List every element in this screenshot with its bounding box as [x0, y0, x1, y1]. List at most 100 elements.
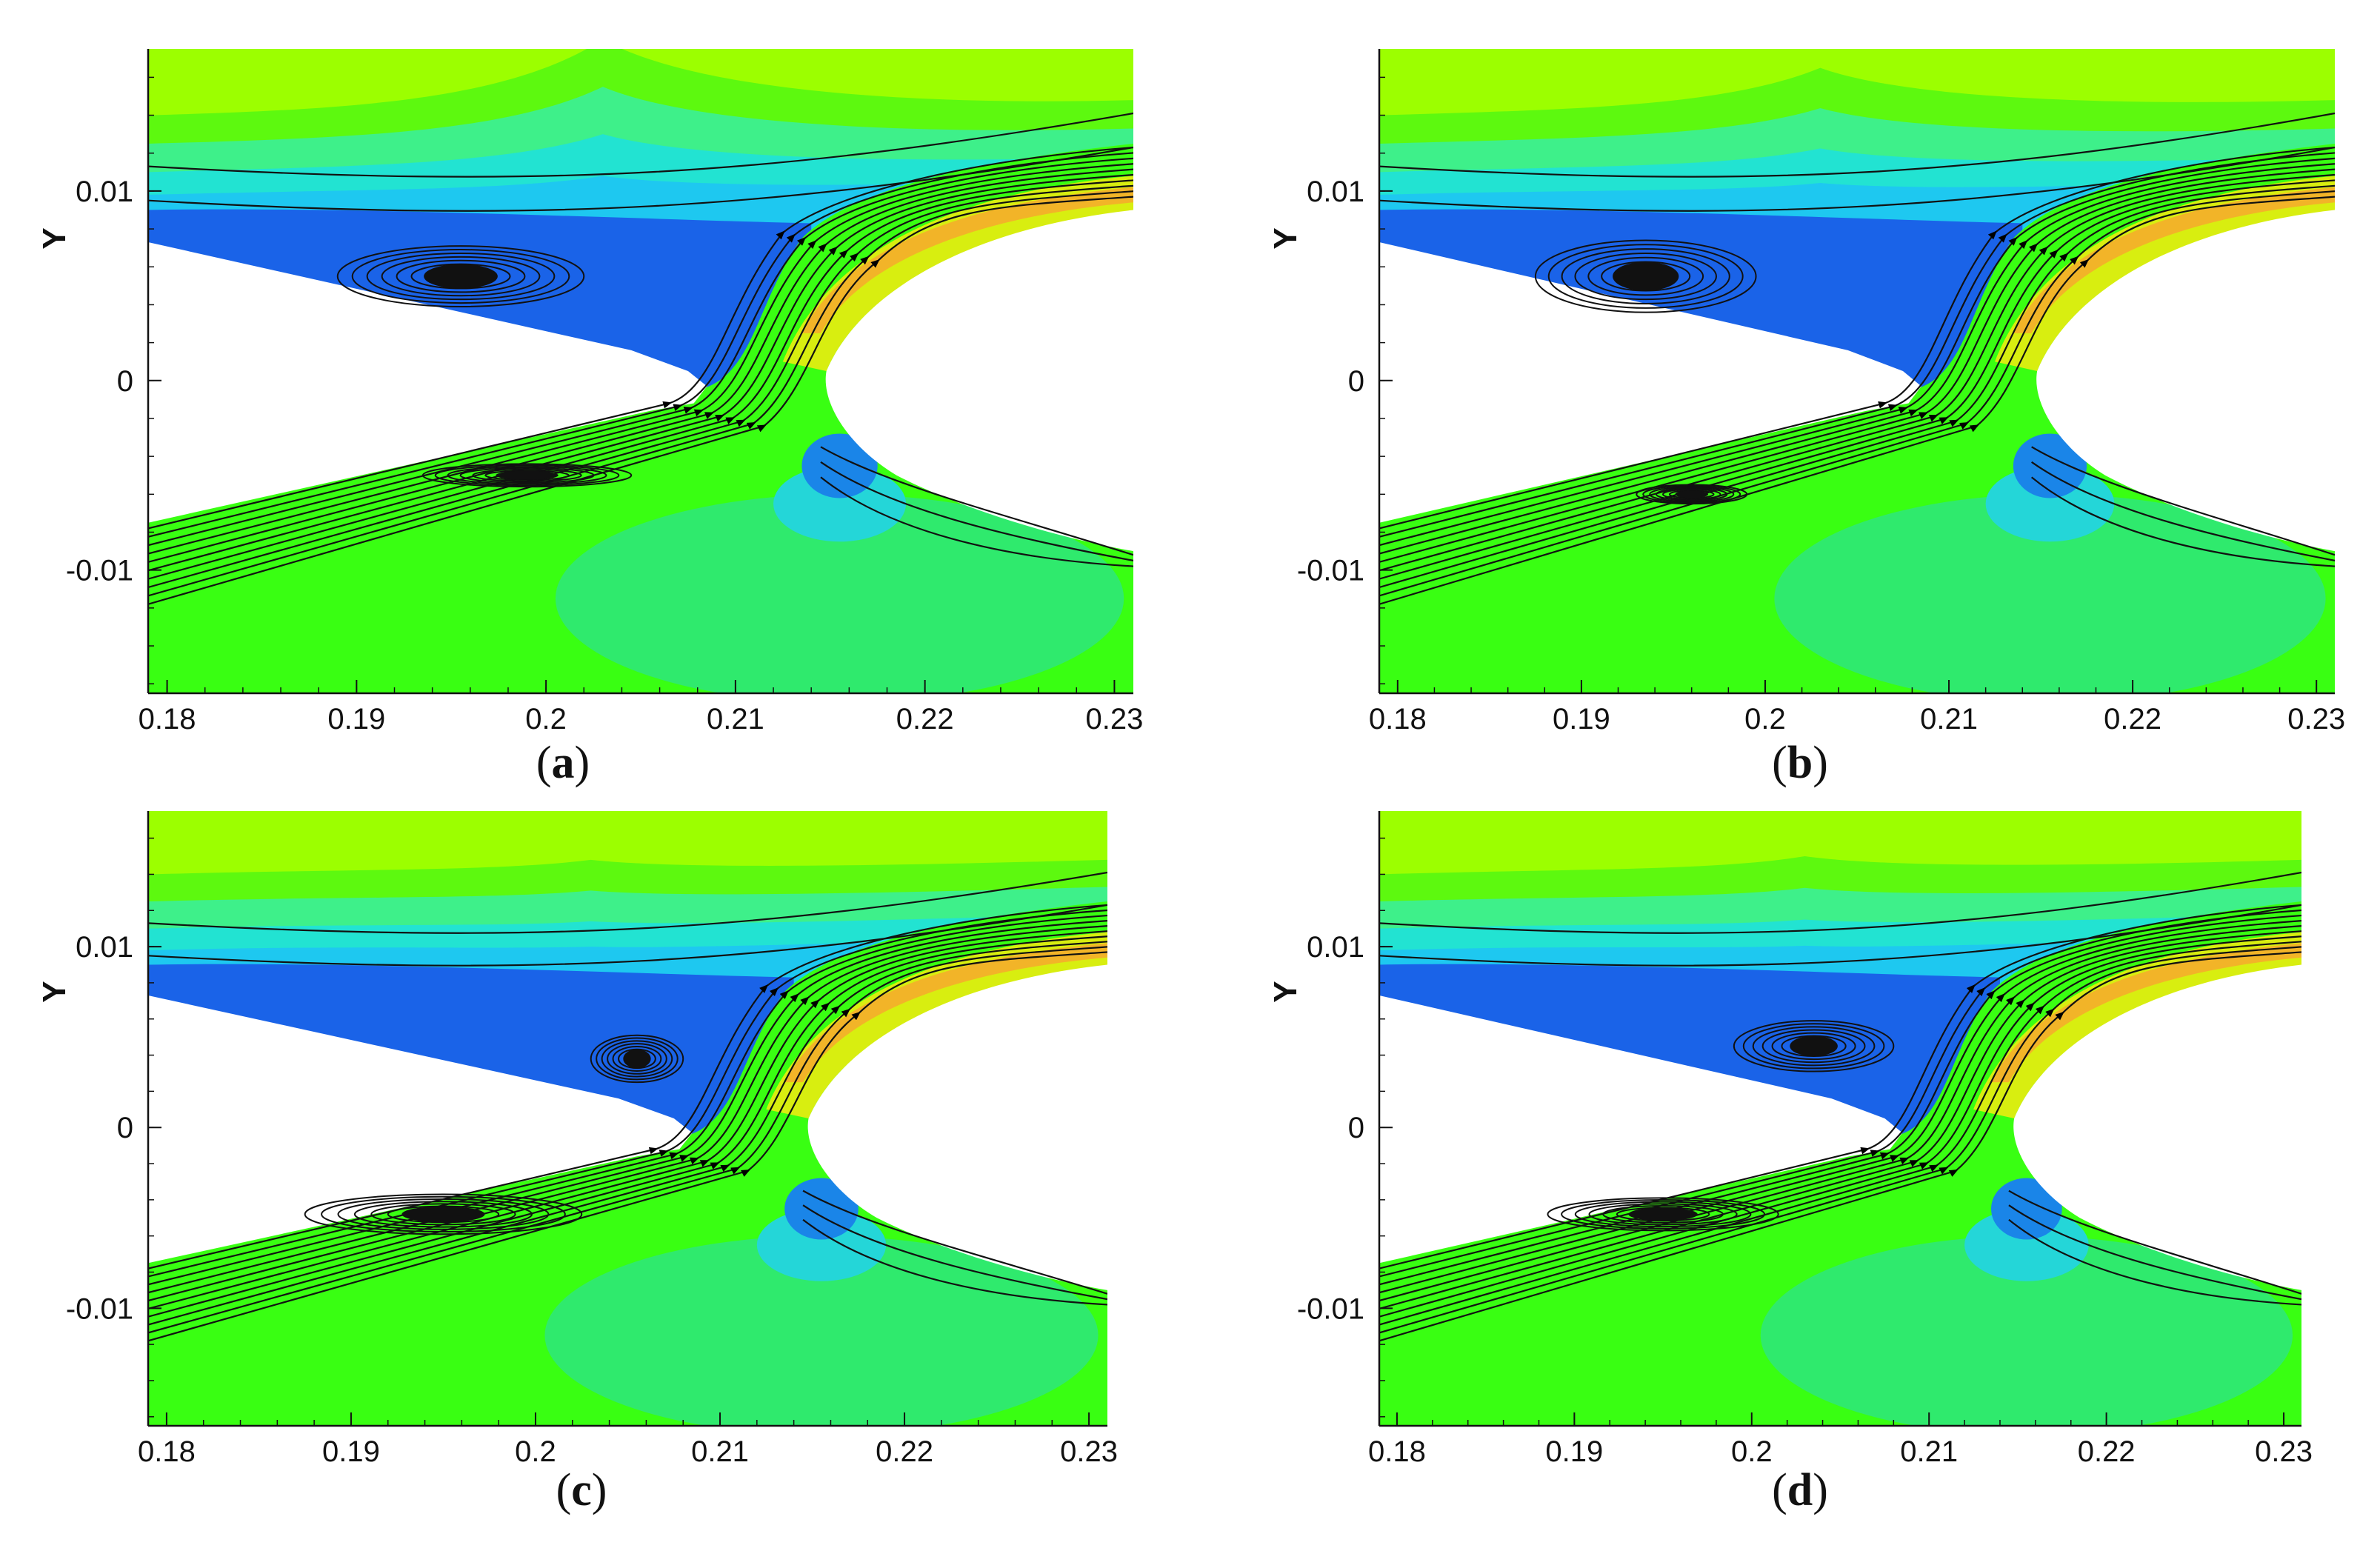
x-tick-label: 0.23 [1060, 1435, 1118, 1468]
vortex-lower [304, 1193, 583, 1235]
y-tick-label: 0.01 [76, 176, 133, 208]
plot-area [1379, 49, 2335, 693]
contour-jet-core [801, 187, 1133, 333]
x-tick-label: 0.19 [327, 703, 385, 735]
x-tick-label: 0.23 [2287, 703, 2345, 735]
contour-jet-core [1991, 943, 2301, 1083]
y-tick-label: 0 [1348, 365, 1364, 398]
streamline [148, 146, 1133, 212]
y-axis-label: Y [36, 227, 73, 249]
streamline [2008, 1204, 2301, 1301]
contour-jet [1973, 932, 2301, 1118]
contour-bubble [1760, 1235, 2293, 1426]
streamline [2030, 476, 2335, 567]
streamline [2031, 461, 2335, 561]
streamline [1379, 871, 2301, 934]
vortex-lower [1547, 1197, 1779, 1232]
y-tick-label: 0.01 [1307, 931, 1364, 964]
blade-upper-body [1379, 242, 1921, 523]
contour-bubble-core [1964, 1209, 2089, 1281]
plot-area [148, 49, 1133, 693]
contour-jet-core [2013, 187, 2335, 333]
contour-jet [1995, 176, 2335, 372]
y-tick-label: 0 [1348, 1112, 1364, 1144]
x-tick-label: 0.18 [1368, 1435, 1426, 1468]
streamline [148, 196, 1133, 605]
streamline [1379, 196, 2335, 605]
contour-bubble [544, 1235, 1099, 1426]
streamline [820, 461, 1133, 561]
streamline [802, 1190, 1107, 1295]
vortex-lower [1636, 484, 1748, 505]
vortex-upper [1733, 1020, 1895, 1072]
streamline [1379, 904, 2301, 967]
y-axis-label: Y [1267, 227, 1304, 249]
blade-right-body [825, 210, 1133, 552]
streamline [148, 951, 1107, 1342]
streamline [1379, 951, 2301, 1342]
x-tick-label: 0.2 [1744, 703, 1786, 735]
y-tick-label: 0 [117, 365, 133, 398]
x-tick-label: 0.19 [1553, 703, 1610, 735]
x-tick-label: 0.21 [691, 1435, 749, 1468]
y-axis-label: Y [36, 981, 73, 1002]
y-tick-label: 0.01 [1307, 176, 1364, 208]
streamline [1379, 146, 2335, 212]
contour-jet [782, 176, 1133, 372]
y-tick-label: 0 [117, 1112, 133, 1144]
contour-bubble [556, 494, 1124, 693]
contour-bubble-core [773, 465, 907, 542]
x-tick-label: 0.21 [1900, 1435, 1958, 1468]
contour-wall-zone [1991, 1178, 2062, 1240]
contour-bubble [1774, 494, 2326, 693]
panel-a: 0.18 0.19 0.2 0.21 0.22 0.23 0.01 0 -0.01 Y (a) [36, 49, 1143, 788]
blade-upper-body [148, 242, 707, 523]
panel-label-c: (c) [556, 1465, 607, 1515]
contour-jet [766, 932, 1107, 1118]
panel-c: 0.18 0.19 0.2 0.21 0.22 0.23 0.01 0 -0.01 Y (c) [36, 811, 1118, 1515]
x-tick-label: 0.23 [2255, 1435, 2313, 1468]
streamline [2008, 1218, 2301, 1306]
x-tick-label: 0.22 [2104, 703, 2161, 735]
blade-right-body [807, 964, 1107, 1290]
contour-bubble-core [1985, 465, 2115, 542]
blade-upper-body [1379, 995, 1903, 1264]
panel-d: 0.18 0.19 0.2 0.21 0.22 0.23 0.01 0 -0.01 Y (d) [1267, 811, 2313, 1515]
streamline [802, 1204, 1107, 1301]
blade-upper-body [148, 995, 693, 1264]
x-tick-label: 0.22 [2078, 1435, 2136, 1468]
streamlines [148, 871, 1107, 1342]
contour-wall-zone [2013, 433, 2087, 498]
vortex-upper [336, 245, 585, 308]
streamlines [1379, 112, 2335, 605]
y-tick-label: -0.01 [1297, 555, 1364, 587]
x-tick-label: 0.2 [1731, 1435, 1773, 1468]
panel-label-b: (b) [1772, 738, 1828, 788]
streamlines [1379, 871, 2301, 1342]
panel-b: 0.18 0.19 0.2 0.21 0.22 0.23 0.01 0 -0.01 Y (b) [1267, 49, 2345, 788]
x-tick-label: 0.22 [896, 703, 954, 735]
y-tick-label: 0.01 [76, 931, 133, 964]
x-tick-label: 0.22 [876, 1435, 933, 1468]
blade-right-body [2036, 210, 2335, 552]
y-axis-label: Y [1267, 981, 1304, 1002]
vortex-upper [590, 1034, 684, 1084]
plot-area [1379, 811, 2301, 1426]
y-tick-label: -0.01 [66, 555, 133, 587]
panel-label-d: (d) [1772, 1465, 1828, 1515]
streamline [148, 871, 1107, 934]
panel-label-a: (a) [536, 738, 590, 788]
x-tick-label: 0.2 [525, 703, 567, 735]
streamline [802, 1218, 1107, 1306]
streamline [820, 446, 1133, 556]
streamline [148, 904, 1107, 967]
x-tick-label: 0.21 [707, 703, 764, 735]
streamline [2031, 446, 2335, 556]
streamline [2008, 1190, 2301, 1295]
x-tick-label: 0.19 [322, 1435, 380, 1468]
contour-wall-zone [784, 1178, 859, 1240]
blade-right-body [2013, 964, 2301, 1290]
x-tick-label: 0.21 [1920, 703, 1978, 735]
y-tick-label: -0.01 [1297, 1292, 1364, 1325]
